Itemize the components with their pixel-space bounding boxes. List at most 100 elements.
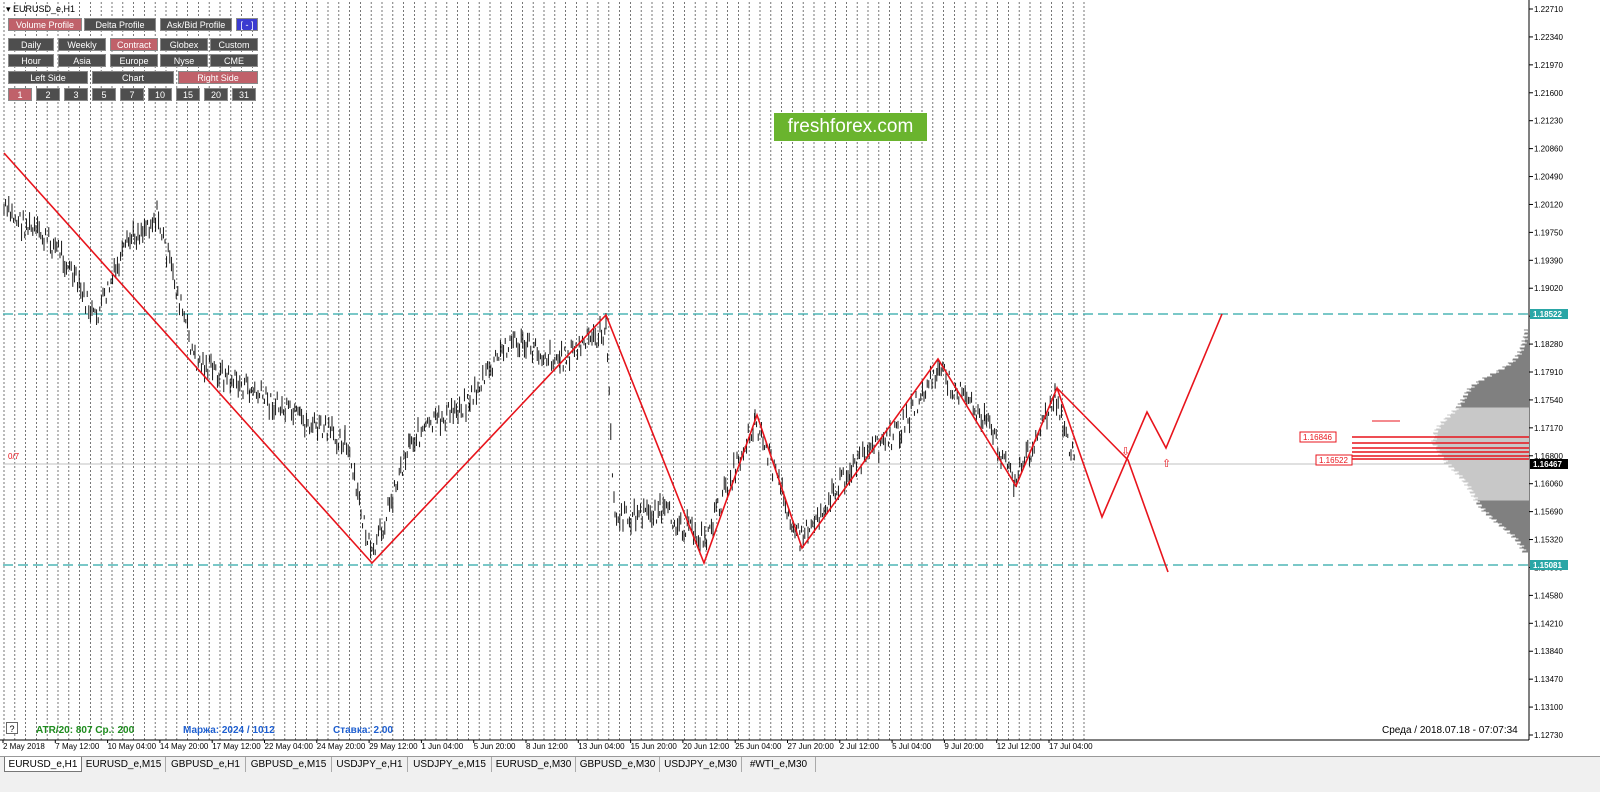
price-tick-label: 1.16060 bbox=[1534, 480, 1563, 489]
price-tick-label: 1.15690 bbox=[1534, 508, 1563, 517]
price-tick-label: 1.14210 bbox=[1534, 619, 1563, 628]
time-tick-label: 8 Jun 12:00 bbox=[526, 742, 568, 751]
time-tick-label: 27 Jun 20:00 bbox=[788, 742, 835, 751]
toolbar-button-volume-profile[interactable]: Volume Profile bbox=[8, 18, 82, 31]
help-corner-button[interactable]: ? bbox=[6, 722, 18, 734]
time-tick-label: 10 May 04:00 bbox=[108, 742, 157, 751]
time-tick-label: 12 Jul 12:00 bbox=[997, 742, 1041, 751]
chart-canvas[interactable]: 1.22710 1.22340 1.21970 1.21600 1.21230 1.208… bbox=[0, 0, 1600, 772]
price-tick-label: 1.20120 bbox=[1534, 200, 1563, 209]
price-tick-label: 1.19020 bbox=[1534, 284, 1563, 293]
current-price-badge-bg bbox=[1530, 459, 1568, 469]
toolbar-button-contract[interactable]: Contract bbox=[110, 38, 158, 51]
chart-tab--wti-e-m30[interactable]: #WTI_e,M30 bbox=[742, 757, 816, 772]
time-tick-label: 17 Jul 04:00 bbox=[1049, 742, 1093, 751]
chart-tab-usdjpy-e-h1[interactable]: USDJPY_e,H1 bbox=[332, 757, 408, 772]
toolbar-button-hour[interactable]: Hour bbox=[8, 54, 54, 67]
toolbar-button-3[interactable]: 3 bbox=[64, 88, 88, 101]
chart-tab-eurusd-e-m30[interactable]: EURUSD_e,M30 bbox=[492, 757, 576, 772]
time-tick-label: 9 Jul 20:00 bbox=[944, 742, 984, 751]
session-separators bbox=[3, 2, 1085, 740]
price-scale: 1.22710 1.22340 1.21970 1.21600 1.21230 1.208… bbox=[1528, 0, 1563, 740]
price-tick-label: 1.17910 bbox=[1534, 368, 1563, 377]
freshforex-watermark: freshforex.com bbox=[774, 113, 927, 141]
price-tick-label: 1.19390 bbox=[1534, 256, 1563, 265]
toolbar-button-nyse[interactable]: Nyse bbox=[160, 54, 208, 67]
profile-label-high-box bbox=[1299, 431, 1337, 443]
chart-tab-eurusd-e-h1[interactable]: EURUSD_e,H1 bbox=[4, 757, 82, 772]
time-tick-label: 5 Jun 20:00 bbox=[474, 742, 516, 751]
toolbar-button-globex[interactable]: Globex bbox=[160, 38, 208, 51]
time-tick-label: 25 Jun 04:00 bbox=[735, 742, 782, 751]
toolbar-button-left-side[interactable]: Left Side bbox=[8, 71, 88, 84]
time-tick-label: 5 Jul 04:00 bbox=[892, 742, 932, 751]
chart-tab-gbpusd-e-h1[interactable]: GBPUSD_e,H1 bbox=[166, 757, 246, 772]
arrow-up-icon: ⇧ bbox=[1162, 458, 1171, 470]
chart-tab-gbpusd-e-m30[interactable]: GBPUSD_e,M30 bbox=[576, 757, 660, 772]
upper-level-badge-bg bbox=[1530, 309, 1568, 319]
toolbar-button-custom[interactable]: Custom bbox=[210, 38, 258, 51]
price-tick-label: 1.21230 bbox=[1534, 117, 1563, 126]
atr-readout: ATR/20: 807 Ср.: 200 bbox=[36, 725, 135, 736]
price-tick-label: 1.20860 bbox=[1534, 145, 1563, 154]
toolbar-button-right-side[interactable]: Right Side bbox=[178, 71, 258, 84]
projection-line bbox=[1056, 387, 1169, 573]
upper-level-badge: 1.18522 bbox=[1533, 310, 1562, 319]
toolbar-button-chart[interactable]: Chart bbox=[92, 71, 174, 84]
toolbar-button-[interactable]: [ - ] bbox=[236, 18, 258, 31]
toolbar-button-7[interactable]: 7 bbox=[120, 88, 144, 101]
chart-tab-gbpusd-e-m15[interactable]: GBPUSD_e,M15 bbox=[246, 757, 332, 772]
chart-tab-bar: EURUSD_e,H1 EURUSD_e,M15 GBPUSD_e,H1 GBPUSD… bbox=[0, 756, 1600, 773]
chart-tab-usdjpy-e-m30[interactable]: USDJPY_e,M30 bbox=[660, 757, 742, 772]
lower-level-badge: 1.15081 bbox=[1533, 561, 1562, 570]
time-tick-label: 1 Jun 04:00 bbox=[421, 742, 463, 751]
price-tick-label: 1.19750 bbox=[1534, 228, 1563, 237]
price-tick-label: 1.14580 bbox=[1534, 591, 1563, 600]
toolbar-button-asia[interactable]: Asia bbox=[58, 54, 106, 67]
chart-tab-usdjpy-e-m15[interactable]: USDJPY_e,M15 bbox=[408, 757, 492, 772]
price-tick-label: 1.21970 bbox=[1534, 61, 1563, 70]
zigzag-small-marker: 0/7 bbox=[8, 452, 20, 461]
margin-readout: Маржа: 2024 / 1012 bbox=[183, 725, 275, 736]
price-tick-label: 1.13470 bbox=[1534, 675, 1563, 684]
toolbar-button-31[interactable]: 31 bbox=[232, 88, 256, 101]
price-tick-label: 1.21600 bbox=[1534, 89, 1563, 98]
zigzag-line bbox=[3, 152, 1223, 566]
time-tick-label: 13 Jun 04:00 bbox=[578, 742, 625, 751]
toolbar-button-20[interactable]: 20 bbox=[204, 88, 228, 101]
time-tick-label: 20 Jun 12:00 bbox=[683, 742, 730, 751]
server-datetime: Среда / 2018.07.18 - 07:07:34 bbox=[1382, 725, 1518, 736]
price-tick-label: 1.22710 bbox=[1534, 5, 1563, 14]
toolbar-button-5[interactable]: 5 bbox=[92, 88, 116, 101]
toolbar-button-ask-bid-profile[interactable]: Ask/Bid Profile bbox=[160, 18, 232, 31]
price-tick-label: 1.15320 bbox=[1534, 536, 1563, 545]
time-tick-label: 2 Jul 12:00 bbox=[840, 742, 880, 751]
toolbar-button-delta-profile[interactable]: Delta Profile bbox=[84, 18, 156, 31]
toolbar-button-weekly[interactable]: Weekly bbox=[58, 38, 106, 51]
bottom-strip bbox=[0, 773, 1600, 792]
price-tick-label: 1.22340 bbox=[1534, 33, 1563, 42]
toolbar-button-cme[interactable]: CME bbox=[210, 54, 258, 67]
time-tick-label: 2 May 2018 bbox=[3, 742, 45, 751]
symbol-arrow-icon: ▾ bbox=[6, 4, 14, 14]
toolbar-button-daily[interactable]: Daily bbox=[8, 38, 54, 51]
chart-tab-eurusd-e-m15[interactable]: EURUSD_e,M15 bbox=[82, 757, 166, 772]
rate-readout: Ставка: 2.00 bbox=[333, 725, 393, 736]
time-tick-label: 14 May 20:00 bbox=[160, 742, 209, 751]
price-series bbox=[3, 196, 1075, 559]
price-tick-label: 1.17540 bbox=[1534, 396, 1563, 405]
arrow-down-icon: ⇩ bbox=[1121, 446, 1130, 458]
price-tick-label: 1.12730 bbox=[1534, 731, 1563, 740]
toolbar-button-10[interactable]: 10 bbox=[148, 88, 172, 101]
time-tick-label: 29 May 12:00 bbox=[369, 742, 418, 751]
price-tick-label: 1.16800 bbox=[1534, 452, 1563, 461]
time-tick-label: 15 Jun 20:00 bbox=[631, 742, 678, 751]
lower-level-badge-bg bbox=[1530, 560, 1568, 570]
profile-label-low-box bbox=[1315, 454, 1353, 466]
toolbar-button-europe[interactable]: Europe bbox=[110, 54, 158, 67]
price-chart[interactable]: 1.22710 1.22340 1.21970 1.21600 1.21230 1.208… bbox=[0, 0, 1600, 772]
toolbar-button-2[interactable]: 2 bbox=[36, 88, 60, 101]
toolbar-button-15[interactable]: 15 bbox=[176, 88, 200, 101]
toolbar-button-1[interactable]: 1 bbox=[8, 88, 32, 101]
time-axis: 2 May 2018 7 May 12:00 10 May 04:00 14 May … bbox=[0, 739, 1529, 751]
